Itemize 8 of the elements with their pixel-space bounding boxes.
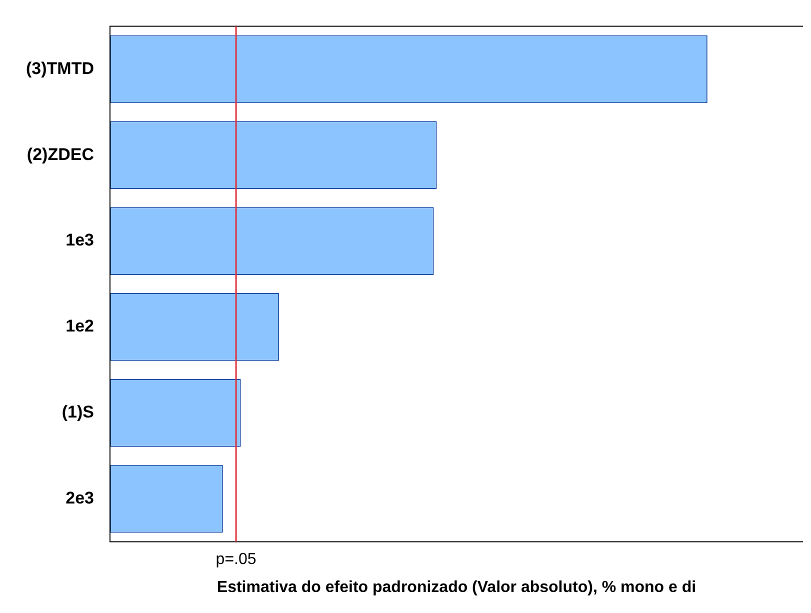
x-axis-title: Estimativa do efeito padronizado (Valor absoluto), % mono e di [216,578,696,596]
y-tick-label: 2e3 [66,488,94,508]
y-tick-label: (1)S [62,402,94,422]
y-tick-label: (3)TMTD [26,58,94,78]
ref-line-label: p=.05 [216,551,256,568]
y-tick-label: (2)ZDEC [26,144,94,164]
y-tick-label: 1e2 [66,316,94,336]
y-tick-label: 1e3 [66,230,94,250]
